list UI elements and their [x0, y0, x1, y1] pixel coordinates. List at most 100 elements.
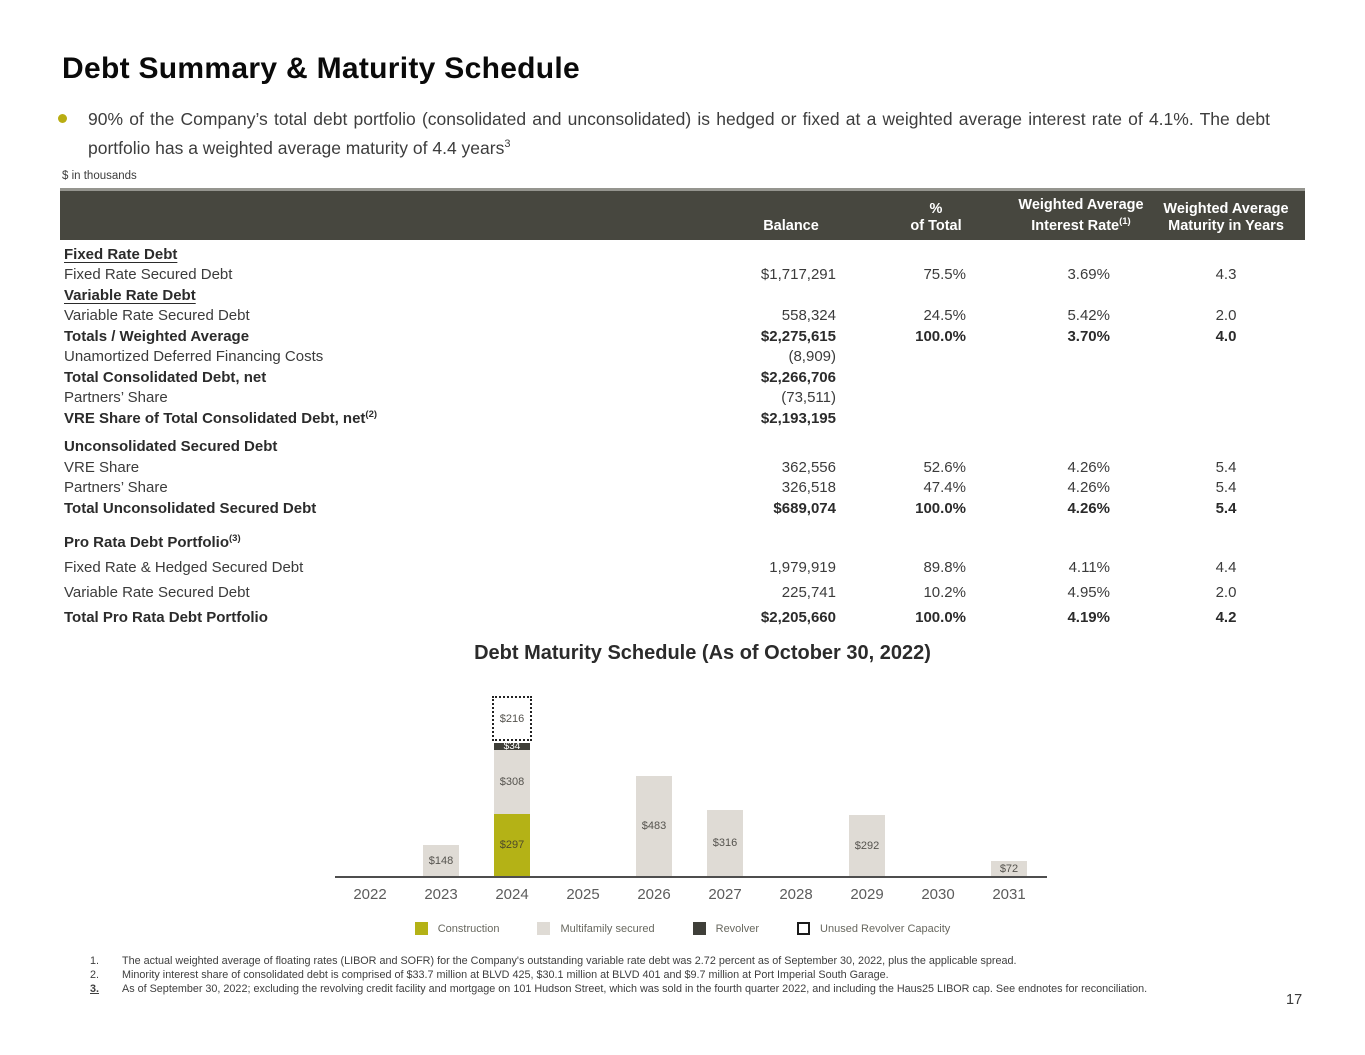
table-row: Total Unconsolidated Secured Debt $689,07… [60, 498, 1305, 519]
table-cell-label: Partners’ Share [60, 479, 716, 496]
table-cell-label: Partners’ Share [60, 389, 716, 406]
table-column-header-line1: % [929, 201, 943, 217]
table-column-header-footnote-ref: (1) [1119, 215, 1131, 227]
table-cell-pct-of-total: 100.0% [915, 327, 966, 345]
footnote-text: As of September 30, 2022; excluding the … [122, 983, 1148, 995]
table-cell-interest-rate: 5.42% [1067, 307, 1110, 325]
table-cell-balance: 225,741 [781, 584, 836, 602]
table-header-spacer [60, 191, 716, 240]
table-cell-pct-of-total: 89.8% [923, 558, 966, 576]
x-axis-label: 2024 [495, 886, 529, 903]
table-column-header-line2: of Total [910, 217, 962, 234]
table-cell-interest-rate: 4.26% [1067, 479, 1110, 497]
table-cell-balance: (8,909) [788, 348, 836, 366]
bullet-text: 90% of the Company’s total debt portfoli… [88, 107, 1270, 161]
legend-item: Unused Revolver Capacity [797, 922, 950, 935]
bullet-footnote-ref: 3 [504, 138, 511, 150]
x-axis-label: 2029 [850, 886, 884, 903]
row-label-text: VRE Share [64, 458, 140, 476]
table-column-header-0: Balance [716, 191, 866, 240]
legend-item: Revolver [692, 922, 759, 935]
legend-swatch-revolver [692, 922, 706, 935]
bar-segment-multifamily-secured: $292 [849, 815, 885, 876]
legend-swatch-unused-revolver-capacity [797, 922, 811, 935]
legend-item: Construction [414, 922, 500, 935]
table-cell-balance: $1,717,291 [760, 266, 836, 284]
table-column-header-3: Weighted Average Maturity in Years [1156, 191, 1296, 240]
x-axis-label: 2031 [992, 886, 1026, 903]
table-row: Pro Rata Debt Portfolio(3) [60, 530, 1305, 555]
table-cell-pct-of-total: 47.4% [923, 479, 966, 497]
table-cell-label: Totals / Weighted Average [60, 328, 716, 345]
bar-value-label: $34 [503, 741, 521, 752]
table-cell-label: Unamortized Deferred Financing Costs [60, 348, 716, 365]
table-cell-balance: 1,979,919 [769, 558, 836, 576]
table-column-header-line1: Weighted Average [1163, 201, 1289, 217]
table-cell-balance: $2,266,706 [760, 368, 836, 386]
table-cell-balance: $2,275,615 [760, 327, 836, 345]
table-cell-maturity: 4.2 [1215, 609, 1237, 627]
table-cell-label: Total Consolidated Debt, net [60, 369, 716, 386]
row-label-text: Fixed Rate Debt [64, 245, 178, 263]
table-cell-interest-rate: 4.11% [1068, 558, 1110, 576]
table-row: Total Pro Rata Debt Portfolio $2,205,660 1… [60, 605, 1305, 630]
table-cell-label: Pro Rata Debt Portfolio(3) [60, 533, 716, 551]
row-label-text: Unamortized Deferred Financing Costs [64, 348, 324, 366]
table-cell-label: Total Pro Rata Debt Portfolio [60, 609, 716, 626]
summary-bullet: 90% of the Company’s total debt portfoli… [58, 107, 1270, 161]
bullet-icon [58, 114, 67, 123]
table-cell-balance: (73,511) [781, 389, 836, 407]
row-footnote-ref: (2) [365, 409, 378, 421]
table-row: Variable Rate Debt [60, 285, 1305, 306]
bar-value-label: $292 [854, 839, 880, 852]
table-cell-pct-of-total: 100.0% [915, 609, 966, 627]
table-row: Variable Rate Secured Debt 558,324 24.5% 5.… [60, 306, 1305, 327]
legend-label: Construction [437, 922, 500, 935]
bar-segment-multifamily-secured: $308 [494, 750, 530, 814]
bar-segment-construction: $297 [494, 814, 530, 876]
table-row: VRE Share 362,556 52.6% 4.26% 5.4 [60, 457, 1305, 478]
table-cell-maturity: 5.4 [1215, 499, 1237, 517]
table-cell-balance: $689,074 [773, 499, 836, 517]
table-cell-balance: 558,324 [781, 307, 836, 325]
bar-value-label: $308 [499, 776, 525, 788]
table-cell-interest-rate: 4.19% [1067, 609, 1110, 627]
row-label-text: Unconsolidated Secured Debt [64, 438, 278, 456]
bar-segment-multifamily-secured: $148 [423, 845, 459, 876]
table-cell-label: Fixed Rate Secured Debt [60, 266, 716, 283]
table-cell-maturity: 5.4 [1215, 479, 1237, 497]
x-axis-label: 2026 [637, 886, 671, 903]
bar-slot: $216 $34 $308 $297 [492, 696, 532, 876]
page-title: Debt Summary & Maturity Schedule [62, 52, 581, 85]
table-row: Fixed Rate & Hedged Secured Debt 1,979,91… [60, 555, 1305, 580]
table-header: Balance% of Total Weighted Average Interest… [60, 188, 1305, 240]
table-cell-label: Fixed Rate & Hedged Secured Debt [60, 559, 716, 576]
table-column-header-line2: Maturity in Years [1168, 217, 1284, 234]
x-axis-line [335, 876, 1047, 878]
table-cell-maturity: 4.4 [1215, 558, 1237, 576]
x-axis-label: 2022 [353, 886, 387, 903]
row-label-text: Partners’ Share [64, 479, 168, 497]
footnote-text: The actual weighted average of floating … [122, 955, 1017, 967]
chart-title: Debt Maturity Schedule (As of October 30… [474, 642, 931, 664]
bar-segment-multifamily-secured: $316 [707, 810, 743, 876]
table-row: Total Consolidated Debt, net $2,266,706 [60, 367, 1305, 388]
table-cell-balance: 362,556 [781, 458, 836, 476]
legend-item: Multifamily secured [537, 922, 655, 935]
table-body: Fixed Rate Debt Fixed Rate Secured Debt $1… [60, 240, 1305, 631]
table-cell-interest-rate: 3.70% [1067, 327, 1110, 345]
debt-maturity-chart: 2022 $148 2023 $216 $34 $308 $297 2024 2025 $483 2… [335, 690, 1047, 903]
bar-segment-multifamily-secured: $483 [636, 776, 672, 876]
table-row: Variable Rate Secured Debt 225,741 10.2% 4.… [60, 580, 1305, 605]
legend-swatch-multifamily-secured [537, 922, 551, 935]
bar-value-label: $72 [999, 862, 1019, 875]
table-cell-label: Fixed Rate Debt [60, 246, 716, 263]
bullet-text-body: 90% of the Company’s total debt portfoli… [88, 109, 1270, 158]
row-label-text: Fixed Rate & Hedged Secured Debt [64, 558, 304, 576]
footnote: 1. The actual weighted average of floatin… [90, 954, 1210, 968]
table-cell-interest-rate: 4.26% [1067, 458, 1110, 476]
table-row: Totals / Weighted Average $2,275,615 100.0… [60, 326, 1305, 347]
table-column-header-line2: Interest Rate(1) [1031, 215, 1131, 234]
table-cell-pct-of-total: 75.5% [923, 266, 966, 284]
debt-summary-table: Balance% of Total Weighted Average Interest… [60, 188, 1305, 631]
